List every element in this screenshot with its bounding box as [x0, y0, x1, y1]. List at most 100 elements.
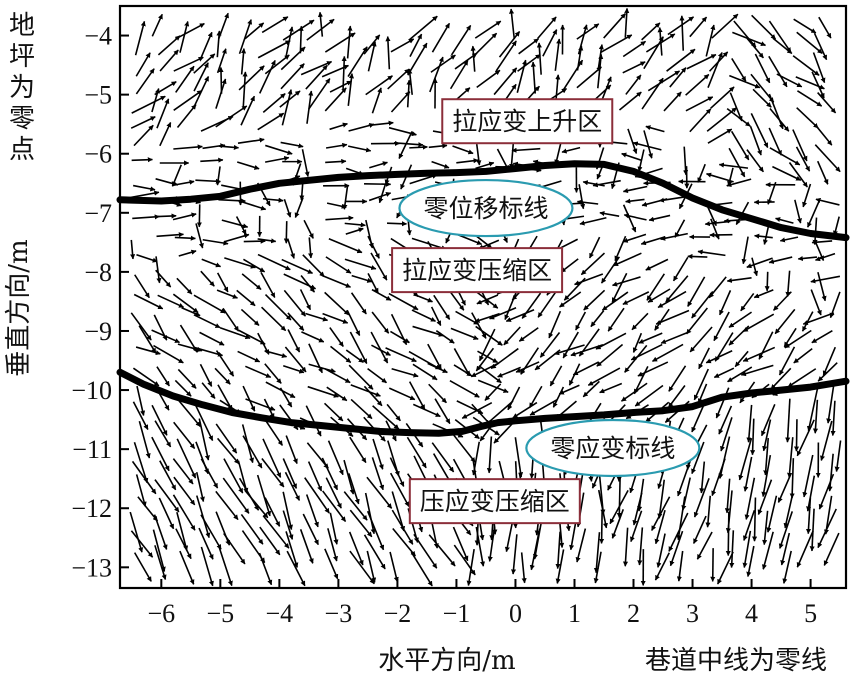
vector-arrow [134, 20, 146, 56]
vector-arrow [279, 387, 293, 408]
vector-arrow [772, 291, 792, 311]
vector-arrow [151, 88, 160, 113]
vector-arrow [764, 271, 770, 292]
vector-arrow [330, 345, 352, 364]
annotation-ellipse [525, 418, 701, 478]
vector-arrow [769, 107, 790, 132]
vector-arrow [131, 95, 166, 114]
vector-arrow [236, 161, 260, 170]
vector-arrow [136, 385, 146, 416]
x-tick-label: 3 [686, 599, 699, 628]
vector-arrow [612, 276, 641, 287]
vector-arrow [802, 454, 814, 498]
vector-arrow [264, 497, 281, 527]
vector-arrow [287, 329, 301, 353]
vector-arrow [583, 289, 606, 311]
vector-arrow [633, 366, 649, 395]
vector-arrow [391, 491, 406, 532]
vector-arrow [575, 311, 587, 331]
vector-arrow [718, 290, 732, 316]
vector-arrow [768, 127, 783, 156]
tick-marks: −6 −5 −4 −3 −2 −1 0 1 2 3 4 5−4−5−6−7−8−9−10−11−12−… [71, 22, 817, 628]
vector-arrow [742, 509, 756, 541]
x-tick-label: 5 [804, 599, 817, 628]
vector-arrow [582, 380, 600, 398]
vector-arrow [193, 294, 226, 314]
vector-arrow [326, 386, 348, 402]
vector-arrow [195, 472, 205, 503]
axes [118, 4, 848, 590]
vector-arrow [774, 308, 796, 335]
vector-arrow [716, 551, 734, 585]
vector-arrow [132, 401, 149, 430]
vector-arrow [385, 347, 417, 363]
vector-arrow [200, 514, 222, 550]
y-tick-label: −9 [84, 317, 112, 346]
vector-arrow [471, 312, 487, 339]
vector-arrow [177, 368, 197, 389]
vector-arrow [780, 532, 791, 566]
y-axis-note-char: 坪 [9, 42, 35, 72]
vector-arrow [599, 211, 620, 217]
vector-arrow [741, 236, 749, 265]
vector-arrow [176, 277, 193, 295]
y-tick-label: −7 [84, 199, 112, 228]
vector-arrow [428, 383, 447, 404]
vector-arrow [811, 71, 825, 99]
vector-arrow [820, 420, 833, 461]
vector-arrow [201, 258, 222, 268]
vector-arrow [599, 509, 605, 544]
vector-arrow [740, 292, 755, 312]
vector-arrow [245, 398, 276, 411]
vector-arrow [507, 386, 521, 411]
vector-arrow [668, 365, 687, 392]
vector-arrow [645, 125, 665, 133]
vector-arrow [757, 479, 773, 515]
vector-arrow [817, 508, 837, 549]
vector-arrow [693, 368, 710, 401]
x-axis-note: 巷道中线为零线 [645, 646, 827, 676]
vector-arrow [428, 534, 456, 567]
vector-arrow [795, 146, 811, 172]
vector-arrow [576, 199, 599, 205]
vector-arrow [638, 332, 663, 344]
vector-arrow [329, 80, 352, 93]
vector-arrow [280, 141, 304, 149]
vector-arrow [178, 400, 201, 427]
vector-arrow [173, 421, 196, 450]
vector-arrow [806, 387, 819, 432]
vector-arrow [308, 343, 323, 374]
vector-arrow [761, 455, 772, 498]
vector-arrow [766, 495, 778, 533]
vector-arrow [238, 329, 266, 345]
vector-arrow [389, 457, 405, 487]
vector-arrow [814, 124, 833, 146]
y-axis-note-char: 零 [9, 104, 35, 134]
vector-arrow [176, 512, 189, 551]
vector-arrow [387, 68, 410, 90]
vector-arrow [667, 384, 686, 408]
vector-arrow [264, 363, 282, 384]
vector-arrow [131, 157, 153, 163]
vector-arrow [285, 531, 299, 568]
vector-arrow [258, 552, 273, 586]
vector-arrow [155, 269, 172, 288]
vector-arrow [516, 59, 527, 93]
vector-arrow [344, 222, 366, 228]
vector-arrow [324, 87, 347, 112]
vector-arrow [817, 271, 827, 302]
vector-arrow [729, 530, 735, 569]
vector-arrow [200, 270, 215, 287]
vector-arrow [600, 34, 633, 54]
vector-arrow [453, 544, 476, 576]
vector-arrow [244, 22, 265, 40]
vector-arrow [794, 199, 802, 224]
vector-arrow [159, 122, 172, 147]
vector-arrow [261, 306, 287, 332]
vector-arrow [237, 137, 265, 145]
vector-arrow [173, 56, 204, 72]
vector-arrow [406, 436, 427, 469]
vector-arrow [240, 48, 247, 75]
vector-arrow [554, 38, 562, 71]
